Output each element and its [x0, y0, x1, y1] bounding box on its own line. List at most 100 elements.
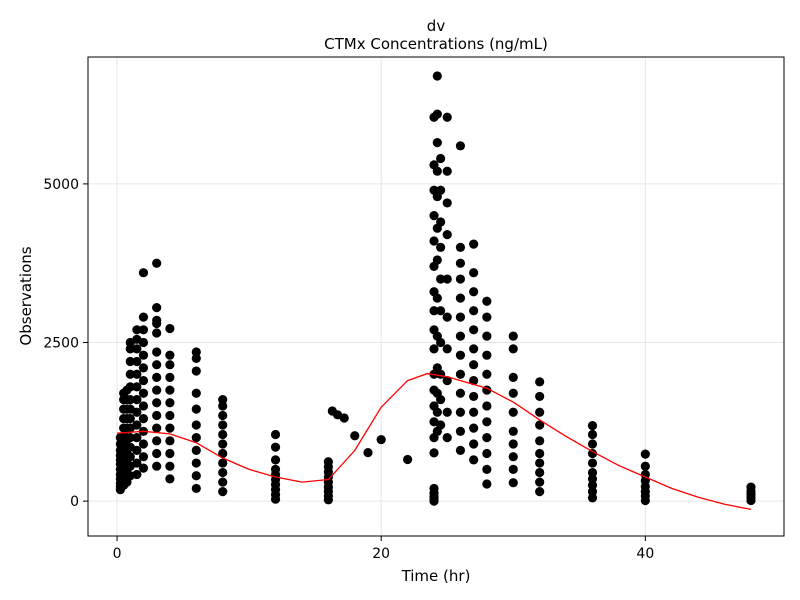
data-point: [218, 486, 228, 497]
data-point: [138, 439, 149, 449]
data-point: [218, 429, 228, 440]
data-point: [469, 375, 479, 386]
data-point: [432, 109, 442, 119]
data-point: [442, 344, 452, 354]
data-point: [350, 431, 360, 441]
data-point: [218, 448, 228, 459]
data-point: [436, 420, 446, 430]
data-point: [165, 360, 175, 370]
data-point: [535, 420, 545, 430]
data-point: [482, 331, 492, 341]
data-point: [455, 369, 466, 379]
data-point: [152, 448, 162, 459]
data-point: [138, 325, 149, 335]
data-point: [152, 436, 162, 446]
data-point: [482, 448, 492, 459]
data-point: [132, 382, 142, 392]
data-point: [152, 360, 162, 370]
data-point: [132, 407, 142, 417]
data-point: [535, 448, 545, 459]
data-point: [191, 471, 201, 481]
data-point: [138, 268, 149, 278]
y-tick-label: 0: [70, 494, 79, 510]
data-point: [191, 366, 201, 376]
plot-frame: [87, 56, 785, 537]
data-point: [587, 458, 598, 468]
data-point: [455, 274, 466, 284]
data-point: [218, 467, 228, 478]
data-point: [746, 482, 756, 492]
data-point: [508, 452, 518, 462]
data-point: [125, 356, 135, 367]
data-point: [587, 421, 598, 431]
data-point: [508, 372, 518, 382]
data-point: [455, 445, 466, 455]
data-point: [165, 474, 175, 484]
data-point: [432, 293, 442, 303]
data-point: [482, 464, 492, 474]
data-point: [165, 423, 175, 433]
data-point: [436, 337, 446, 348]
data-point: [191, 458, 201, 468]
data-point: [436, 369, 446, 379]
data-point: [403, 454, 413, 465]
data-point: [165, 350, 175, 360]
data-point: [587, 429, 598, 440]
data-point: [469, 344, 479, 354]
data-point: [323, 457, 333, 467]
data-point: [152, 398, 162, 408]
axis-ticks: 0 20 40 0 2500 5000: [43, 177, 654, 562]
x-tick-label: 20: [372, 546, 390, 562]
data-point: [432, 407, 442, 417]
y-tick-label: 2500: [43, 335, 79, 351]
data-point: [138, 388, 149, 398]
data-point: [191, 353, 201, 363]
data-point: [469, 325, 479, 335]
data-point: [270, 442, 281, 452]
data-point: [482, 296, 492, 306]
data-point: [138, 312, 149, 322]
data-point: [508, 478, 518, 488]
data-point: [442, 274, 452, 284]
data-point: [376, 434, 386, 445]
data-point: [132, 356, 142, 367]
data-point: [218, 401, 228, 411]
data-point: [339, 413, 349, 423]
data-point: [455, 426, 466, 436]
data-point: [442, 112, 452, 122]
data-point: [165, 398, 175, 408]
data-point: [469, 439, 479, 449]
data-point: [125, 394, 135, 405]
data-point: [132, 394, 142, 405]
data-points: [115, 71, 756, 506]
data-point: [429, 344, 439, 354]
data-point: [132, 420, 142, 430]
data-point: [191, 404, 201, 414]
data-point: [363, 447, 373, 458]
data-point: [535, 407, 545, 417]
data-point: [535, 477, 545, 487]
data-point: [191, 433, 201, 443]
data-point: [455, 258, 466, 268]
data-point: [508, 426, 518, 436]
data-point: [436, 185, 446, 195]
data-point: [482, 433, 492, 443]
data-point: [152, 461, 162, 471]
data-point: [125, 369, 135, 379]
data-point: [152, 410, 162, 421]
data-point: [152, 303, 162, 313]
data-point: [469, 287, 479, 297]
data-point: [125, 414, 135, 424]
data-point: [535, 391, 545, 402]
data-point: [535, 486, 545, 497]
data-point: [508, 464, 518, 474]
data-point: [535, 458, 545, 468]
data-point: [436, 242, 446, 252]
data-point: [191, 445, 201, 455]
data-point: [152, 328, 162, 338]
data-point: [442, 166, 452, 176]
data-point: [138, 363, 149, 373]
grid: [88, 57, 784, 536]
data-point: [165, 323, 175, 334]
